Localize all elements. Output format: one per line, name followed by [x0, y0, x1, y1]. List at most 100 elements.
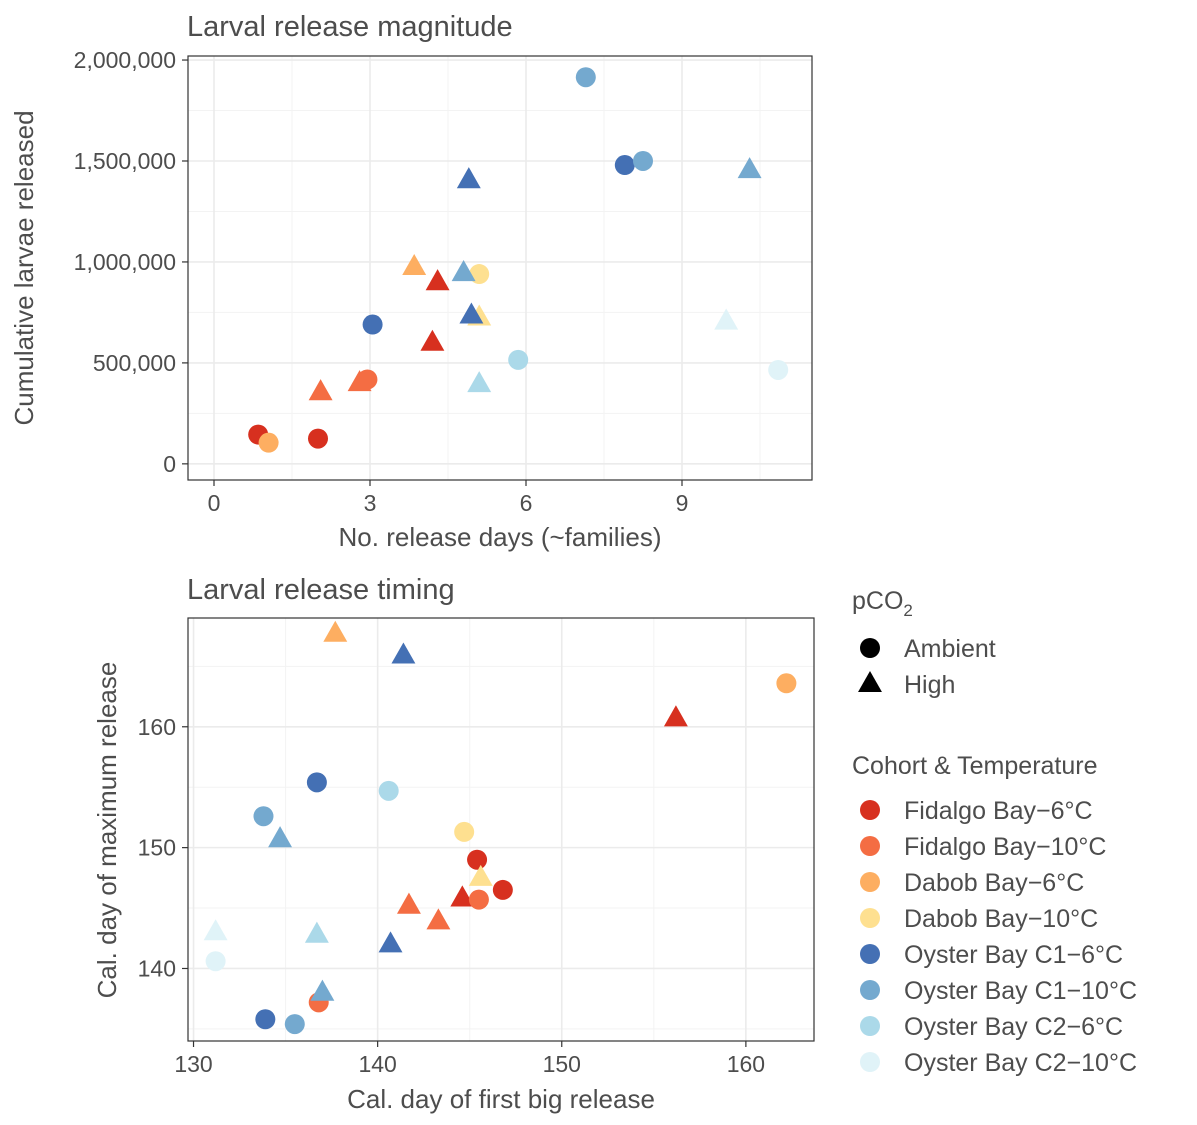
- timing-data-point: [304, 921, 329, 943]
- legend-group-label: Fidalgo Bay−10°C: [904, 833, 1106, 861]
- magnitude-y-tick-label: 2,000,000: [74, 47, 176, 73]
- legend-pco2-title: pCO2: [852, 587, 913, 620]
- magnitude-data-point: [508, 349, 529, 370]
- timing-data-point: [284, 1014, 305, 1035]
- timing-data-point: [306, 772, 327, 793]
- timing-x-axis-title: Cal. day of first big release: [347, 1084, 655, 1114]
- magnitude-y-tick-label: 500,000: [93, 350, 176, 376]
- legend-color-key: [860, 1052, 880, 1072]
- legend-group-label: Dabob Bay−10°C: [904, 905, 1098, 933]
- legend-group-label: Oyster Bay C2−6°C: [904, 1013, 1123, 1041]
- timing-data-point: [776, 673, 797, 694]
- magnitude-data-point: [258, 432, 279, 453]
- magnitude-y-axis: 0 500,000 1,000,000 1,500,000 2,000,000: [74, 47, 188, 477]
- timing-data-point: [450, 885, 475, 907]
- legend-color-key: [860, 908, 880, 928]
- magnitude-data-point: [456, 167, 481, 189]
- timing-data-point: [468, 889, 489, 910]
- magnitude-data-point: [467, 371, 492, 393]
- timing-panel-border: [187, 617, 815, 1042]
- timing-data-point: [268, 826, 293, 848]
- legend: pCO2 Ambient High Cohort & Temperature Fi…: [852, 587, 1137, 1077]
- legend-color-key: [860, 944, 880, 964]
- magnitude-panel-background: [188, 56, 812, 480]
- timing-points: [203, 620, 797, 1035]
- magnitude-panel: Larval release magnitude 0 3 6 9 0 500,000 1,…: [9, 11, 813, 552]
- timing-data-point: [378, 780, 399, 801]
- timing-y-tick-label: 150: [138, 835, 176, 861]
- legend-group-label: Fidalgo Bay−6°C: [904, 797, 1093, 825]
- timing-x-tick-label: 140: [358, 1051, 396, 1077]
- timing-panel: Larval release timing 130 140 150 160 140 15…: [92, 574, 815, 1114]
- magnitude-y-axis-title: Cumulative larvae released: [9, 110, 39, 425]
- timing-x-tick-label: 130: [174, 1051, 212, 1077]
- timing-y-tick-label: 160: [138, 714, 176, 740]
- magnitude-y-tick-label: 1,000,000: [74, 249, 176, 275]
- timing-data-point: [391, 642, 416, 664]
- legend-shape-label: Ambient: [904, 635, 996, 663]
- magnitude-y-tick-label: 1,500,000: [74, 148, 176, 174]
- timing-data-point: [310, 979, 335, 1001]
- magnitude-data-point: [451, 260, 476, 282]
- magnitude-data-point: [347, 370, 372, 392]
- magnitude-x-axis-title: No. release days (~families): [339, 522, 662, 552]
- magnitude-chart-title: Larval release magnitude: [187, 11, 513, 43]
- timing-y-axis: 140 150 160: [138, 714, 188, 981]
- magnitude-data-point: [459, 302, 484, 324]
- legend-color-key: [860, 1016, 880, 1036]
- magnitude-x-tick-label: 0: [208, 490, 221, 516]
- timing-data-point: [323, 620, 348, 642]
- timing-chart-title: Larval release timing: [187, 574, 455, 606]
- timing-panel-background: [188, 618, 814, 1041]
- timing-data-point: [396, 892, 421, 914]
- timing-data-point: [205, 951, 226, 972]
- timing-data-point: [663, 705, 688, 727]
- legend-color-key: [860, 800, 880, 820]
- legend-group-label: Oyster Bay C1−10°C: [904, 977, 1137, 1005]
- legend-group-label: Oyster Bay C1−6°C: [904, 941, 1123, 969]
- timing-x-axis: 130 140 150 160: [174, 1041, 765, 1077]
- timing-data-point: [426, 908, 451, 930]
- legend-color-key: [860, 872, 880, 892]
- timing-data-point: [454, 821, 475, 842]
- magnitude-data-point: [308, 428, 328, 449]
- timing-y-axis-title: Cal. day of maximum release: [92, 662, 122, 999]
- magnitude-data-point: [308, 379, 333, 401]
- timing-x-tick-label: 150: [543, 1051, 581, 1077]
- magnitude-x-tick-label: 9: [676, 490, 689, 516]
- legend-group-label: Dabob Bay−6°C: [904, 869, 1084, 897]
- magnitude-data-point: [362, 314, 383, 335]
- timing-data-point: [203, 919, 228, 941]
- timing-data-point: [467, 849, 488, 870]
- timing-data-point: [492, 879, 513, 900]
- legend-shape-entries: Ambient High: [858, 635, 996, 699]
- legend-color-key: [860, 836, 880, 856]
- magnitude-data-point: [420, 329, 445, 351]
- timing-data-point: [468, 864, 493, 886]
- timing-grid: [188, 618, 814, 1041]
- timing-data-point: [253, 806, 274, 827]
- magnitude-points: [248, 67, 789, 453]
- timing-x-tick-label: 160: [727, 1051, 765, 1077]
- magnitude-data-point: [614, 155, 635, 176]
- magnitude-data-point: [425, 269, 450, 291]
- magnitude-data-point: [633, 150, 653, 171]
- timing-y-tick-label: 140: [138, 955, 176, 981]
- timing-data-point: [255, 1009, 276, 1030]
- magnitude-data-point: [402, 253, 427, 276]
- magnitude-panel-border: [187, 55, 813, 481]
- legend-pco2-subscript: 2: [903, 601, 912, 620]
- legend-color-entries: Fidalgo Bay−6°C Fidalgo Bay−10°C Dabob Bay…: [860, 797, 1137, 1077]
- magnitude-data-point: [737, 157, 762, 179]
- legend-pco2-main: pCO: [852, 587, 903, 615]
- magnitude-grid: [188, 56, 812, 480]
- legend-cohort-title: Cohort & Temperature: [852, 752, 1098, 780]
- magnitude-x-tick-label: 6: [520, 490, 533, 516]
- timing-data-point: [378, 931, 403, 953]
- legend-shape-label: High: [904, 671, 955, 699]
- magnitude-x-axis: 0 3 6 9: [208, 480, 689, 516]
- magnitude-x-tick-label: 3: [364, 490, 377, 516]
- magnitude-data-point: [768, 359, 789, 380]
- magnitude-data-point: [714, 308, 739, 330]
- magnitude-data-point: [575, 67, 596, 88]
